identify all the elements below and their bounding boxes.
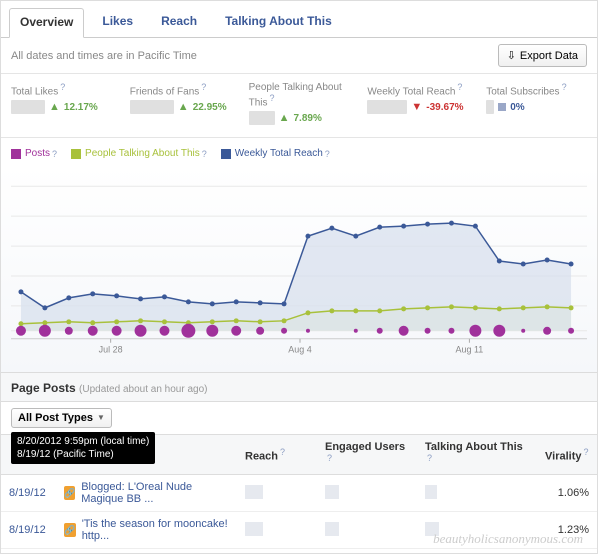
post-title: Blogged: L'Oreal Nude Magique BB ... xyxy=(81,481,229,505)
legend-swatch xyxy=(221,149,231,159)
metric-total-likes: Total Likes? ▲ 12.17% xyxy=(11,82,112,125)
metric-pct: 22.95% xyxy=(193,102,227,113)
metric-title: Weekly Total Reach? xyxy=(367,82,468,97)
svg-text:Aug 11: Aug 11 xyxy=(456,345,484,355)
chart-area: Jul 28 Aug 4 Aug 11 xyxy=(1,166,597,373)
download-icon: ⇩ xyxy=(507,49,516,62)
col-header[interactable]: Reach? xyxy=(237,434,317,475)
svg-text:Aug 4: Aug 4 xyxy=(288,345,311,355)
legend-swatch xyxy=(71,149,81,159)
metric-title: Friends of Fans? xyxy=(130,82,231,97)
help-icon[interactable]: ? xyxy=(584,447,589,457)
filter-label: All Post Types xyxy=(18,412,93,424)
metric-friends-of-fans: Friends of Fans? ▲ 22.95% xyxy=(130,82,231,125)
engaged-value-redacted xyxy=(325,522,339,536)
help-icon[interactable]: ? xyxy=(202,149,207,159)
svg-text:Jul 28: Jul 28 xyxy=(99,345,123,355)
metric-value-redacted xyxy=(11,100,45,114)
legend-bar: Posts?People Talking About This?Weekly T… xyxy=(1,138,597,166)
help-icon[interactable]: ? xyxy=(325,149,330,159)
tab-overview[interactable]: Overview xyxy=(9,8,84,38)
table-row[interactable]: 8/19/12 🔗 Blogged: L'Oreal Nude Magique BB… xyxy=(1,475,597,512)
tab-likes[interactable]: Likes xyxy=(92,8,143,36)
help-icon[interactable]: ? xyxy=(457,82,462,92)
post-date: 8/19/12 xyxy=(1,512,56,549)
help-icon[interactable]: ? xyxy=(327,453,332,463)
arrow-up-icon: ▲ xyxy=(279,112,290,124)
legend-item-weekly-total-reach: Weekly Total Reach? xyxy=(221,148,330,159)
table-row[interactable]: 8/19/12💬Blog's Facebook page has finally… xyxy=(1,549,597,554)
metric-total-subscribes: Total Subscribes? 0% xyxy=(486,82,587,125)
export-label: Export Data xyxy=(520,50,578,62)
post-date: 8/19/12 xyxy=(1,475,56,512)
metric-pct: 12.17% xyxy=(64,102,98,113)
help-icon[interactable]: ? xyxy=(60,82,65,92)
post-title-cell[interactable]: 🔗 Blogged: L'Oreal Nude Magique BB ... xyxy=(64,481,229,505)
help-icon[interactable]: ? xyxy=(280,447,285,457)
legend-label: Posts xyxy=(25,148,50,159)
post-title: 'Tis the season for mooncake! http... xyxy=(82,518,229,542)
arrow-up-icon: ▲ xyxy=(49,101,60,113)
arrow-up-icon: ▲ xyxy=(178,101,189,113)
arrow-down-icon: ▼ xyxy=(411,101,422,113)
metric-value-redacted xyxy=(486,100,494,114)
engaged-value-redacted xyxy=(325,485,339,499)
virality-value: 1.06% xyxy=(537,475,597,512)
post-date: 8/19/12 xyxy=(1,549,56,554)
legend-label: People Talking About This xyxy=(85,148,200,159)
col-header[interactable]: Engaged Users? xyxy=(317,434,417,475)
metric-pct: -39.67% xyxy=(426,102,463,113)
legend-label: Weekly Total Reach xyxy=(235,148,323,159)
filter-row: All Post Types ▼ xyxy=(1,402,597,434)
export-data-button[interactable]: ⇩ Export Data xyxy=(498,44,587,67)
post-type-filter-button[interactable]: All Post Types ▼ xyxy=(11,408,112,428)
page-posts-header: Page Posts (Updated about an hour ago) xyxy=(1,373,597,402)
legend-item-posts: Posts? xyxy=(11,148,57,159)
col-header[interactable]: Talking About This? xyxy=(417,434,537,475)
reach-value-redacted xyxy=(245,522,263,536)
metric-title: People Talking About This? xyxy=(249,82,350,108)
tab-talking-about-this[interactable]: Talking About This xyxy=(215,8,342,36)
page-posts-title: Page Posts xyxy=(11,381,76,395)
metric-pct: 7.89% xyxy=(293,113,321,124)
legend-swatch xyxy=(11,149,21,159)
tab-reach[interactable]: Reach xyxy=(151,8,207,36)
col-header[interactable] xyxy=(56,434,237,475)
metric-people-talking-about-this: People Talking About This? ▲7.89% xyxy=(249,82,350,125)
talking-value-redacted xyxy=(425,485,437,499)
reach-value-redacted xyxy=(245,485,263,499)
insights-chart: Jul 28 Aug 4 Aug 11 xyxy=(11,166,587,366)
help-icon[interactable]: ? xyxy=(270,93,275,103)
col-header[interactable]: Virality? xyxy=(537,434,597,475)
metric-title: Total Subscribes? xyxy=(486,82,587,97)
post-type-icon: 🔗 xyxy=(64,486,75,500)
updated-note: (Updated about an hour ago) xyxy=(79,384,207,395)
legend-item-people-talking-about-this: People Talking About This? xyxy=(71,148,207,159)
help-icon[interactable]: ? xyxy=(201,82,206,92)
col-header[interactable] xyxy=(1,434,56,475)
square-icon xyxy=(498,103,506,111)
metric-value-redacted xyxy=(367,100,407,114)
chevron-down-icon: ▼ xyxy=(97,413,105,422)
help-icon[interactable]: ? xyxy=(562,82,567,92)
subbar: All dates and times are in Pacific Time … xyxy=(1,38,597,74)
metric-value-redacted xyxy=(130,100,174,114)
virality-value: 2.83% xyxy=(537,549,597,554)
tabs-bar: Overview Likes Reach Talking About This xyxy=(1,1,597,38)
metric-pct: 0% xyxy=(510,102,524,113)
metric-value-redacted xyxy=(249,111,275,125)
metric-title: Total Likes? xyxy=(11,82,112,97)
help-icon[interactable]: ? xyxy=(52,149,57,159)
post-title-cell[interactable]: 🔗 'Tis the season for mooncake! http... xyxy=(64,518,229,542)
metrics-row: Total Likes? ▲ 12.17% Friends of Fans? ▲ 22.9… xyxy=(1,74,597,138)
help-icon[interactable]: ? xyxy=(427,453,432,463)
post-type-icon: 🔗 xyxy=(64,523,76,537)
metric-weekly-total-reach: Weekly Total Reach? ▼ -39.67% xyxy=(367,82,468,125)
timezone-note: All dates and times are in Pacific Time xyxy=(11,50,197,62)
watermark: beautyholicsanonymous.com xyxy=(433,531,583,547)
